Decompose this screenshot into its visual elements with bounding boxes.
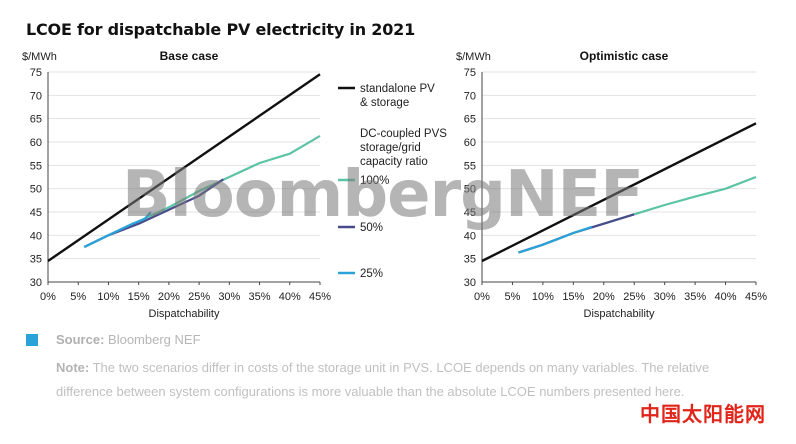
x-tick-label: 45%	[309, 291, 331, 303]
y-axis-title: $/MWh	[456, 51, 491, 63]
site-brand-logo: 中国太阳能网	[640, 402, 766, 426]
y-tick-label: 60	[30, 137, 42, 149]
y-tick-label: 35	[464, 254, 476, 266]
x-tick-label: 20%	[158, 291, 180, 303]
x-tick-label: 15%	[128, 291, 150, 303]
source-label: Source:	[56, 332, 105, 347]
legend-text-line: capacity ratio	[360, 156, 428, 168]
legend-label-standalone: standalone PV & storage	[360, 83, 435, 109]
y-tick-label: 50	[30, 184, 42, 196]
x-tick-label: 30%	[218, 291, 240, 303]
y-tick-label: 70	[30, 90, 42, 102]
legend-label-100: 100%	[360, 175, 389, 187]
legend-text-line: storage/grid	[360, 142, 421, 154]
legend-text-line: standalone PV	[360, 83, 435, 95]
y-tick-label: 40	[464, 230, 476, 242]
x-tick-label: 30%	[654, 291, 676, 303]
legend-text-line: & storage	[360, 97, 409, 109]
y-tick-label: 55	[30, 160, 42, 172]
panel-title: Base case	[160, 49, 219, 63]
optimistic-case-panel: 30 35 40 45 50 55 60 65 70 75 0% 5% 10% 15% 20% 25% 30% 3…	[456, 49, 767, 320]
y-axis-title: $/MWh	[22, 51, 57, 63]
y-tick-label: 50	[464, 184, 476, 196]
y-tick-label: 75	[464, 67, 476, 79]
x-tick-label: 25%	[188, 291, 210, 303]
legend-label-50: 50%	[360, 222, 383, 234]
x-tick-label: 5%	[504, 291, 520, 303]
watermark-logo: BloombergNEF	[122, 158, 644, 232]
y-tick-label: 70	[464, 90, 476, 102]
x-tick-label: 10%	[97, 291, 119, 303]
legend-text-line: DC-coupled PVS	[360, 128, 447, 140]
y-tick-label: 45	[30, 207, 42, 219]
legend-group-title: DC-coupled PVS storage/grid capacity ratio	[360, 128, 447, 168]
x-tick-label: 5%	[70, 291, 86, 303]
panel-title: Optimistic case	[580, 49, 669, 63]
x-tick-label: 0%	[40, 291, 56, 303]
x-axis-title: Dispatchability	[149, 308, 220, 320]
x-tick-label: 35%	[684, 291, 706, 303]
x-tick-label: 20%	[593, 291, 615, 303]
series-line-dc-25	[83, 211, 152, 248]
x-tick-label: 40%	[279, 291, 301, 303]
chart-title: LCOE for dispatchable PV electricity in …	[26, 20, 416, 39]
note-paragraph: Note: The two scenarios differ in costs …	[56, 356, 756, 404]
series-line-dc-25	[518, 225, 592, 254]
y-tick-label: 40	[30, 230, 42, 242]
x-tick-label: 40%	[715, 291, 737, 303]
y-tick-label: 60	[464, 137, 476, 149]
x-tick-label: 0%	[474, 291, 490, 303]
x-tick-label: 45%	[745, 291, 767, 303]
y-tick-label: 35	[30, 254, 42, 266]
legend: standalone PV & storage DC-coupled PVS sto…	[338, 83, 447, 280]
legend-label-25: 25%	[360, 268, 383, 280]
y-tick-label: 55	[464, 160, 476, 172]
source-marker	[26, 334, 38, 346]
y-tick-label: 30	[30, 277, 42, 289]
series-line-standalone	[481, 122, 757, 263]
note-label: Note:	[56, 360, 90, 375]
y-tick-label: 45	[464, 207, 476, 219]
x-tick-label: 35%	[249, 291, 271, 303]
base-case-panel: 30 35 40 45 50 55 60 65 70 75 0% 5% 10% 15% 20% 25% 30% 3…	[22, 49, 331, 320]
note-text: The two scenarios differ in costs of the…	[56, 360, 710, 399]
x-tick-label: 10%	[532, 291, 554, 303]
y-tick-label: 65	[30, 114, 42, 126]
series-line-standalone	[47, 73, 321, 262]
x-axis-title: Dispatchability	[584, 308, 655, 320]
source-text: Bloomberg NEF	[108, 332, 201, 347]
y-tick-label: 75	[30, 67, 42, 79]
y-tick-label: 30	[464, 277, 476, 289]
x-tick-label: 15%	[562, 291, 584, 303]
source-line: Source: Bloomberg NEF	[56, 332, 201, 347]
x-tick-label: 25%	[623, 291, 645, 303]
y-tick-label: 65	[464, 114, 476, 126]
